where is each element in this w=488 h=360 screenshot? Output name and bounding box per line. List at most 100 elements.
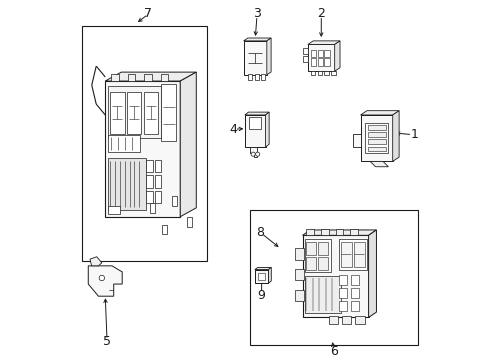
Bar xyxy=(82,26,206,261)
Bar xyxy=(367,139,385,144)
Bar xyxy=(248,117,261,130)
Bar xyxy=(161,84,176,141)
Bar xyxy=(349,229,357,235)
Bar xyxy=(367,147,385,151)
Bar xyxy=(317,71,322,75)
Polygon shape xyxy=(244,112,268,115)
Polygon shape xyxy=(254,267,271,270)
Bar xyxy=(294,269,303,280)
Polygon shape xyxy=(266,38,270,75)
Polygon shape xyxy=(268,267,271,283)
Polygon shape xyxy=(88,266,122,296)
Bar xyxy=(338,275,347,285)
Bar xyxy=(108,206,120,214)
Text: 6: 6 xyxy=(329,345,337,358)
Bar xyxy=(108,86,161,138)
Bar xyxy=(331,71,336,75)
Bar xyxy=(186,217,191,227)
Bar xyxy=(310,58,316,66)
Bar xyxy=(258,273,264,280)
Polygon shape xyxy=(353,134,360,147)
Polygon shape xyxy=(368,230,376,318)
Circle shape xyxy=(255,152,259,156)
Bar xyxy=(303,48,308,54)
Bar xyxy=(338,301,347,311)
Circle shape xyxy=(250,152,255,156)
Bar xyxy=(110,92,124,134)
Text: 9: 9 xyxy=(257,289,265,302)
Bar xyxy=(143,92,158,134)
Polygon shape xyxy=(360,111,398,115)
Bar xyxy=(317,50,323,57)
Bar xyxy=(154,175,161,188)
Circle shape xyxy=(99,275,104,281)
Bar xyxy=(254,74,259,80)
Bar xyxy=(248,74,252,80)
Bar xyxy=(111,74,119,81)
Bar xyxy=(261,74,265,80)
Bar xyxy=(318,242,327,255)
Bar xyxy=(254,270,268,283)
Bar xyxy=(305,257,315,270)
Text: 7: 7 xyxy=(144,7,152,20)
Bar xyxy=(360,115,392,161)
Bar xyxy=(294,289,303,301)
Polygon shape xyxy=(392,111,398,161)
Bar xyxy=(318,257,327,270)
Polygon shape xyxy=(90,257,102,266)
Bar xyxy=(305,242,315,255)
Polygon shape xyxy=(334,41,339,71)
Bar xyxy=(350,275,359,285)
Bar xyxy=(294,248,303,260)
Bar xyxy=(324,50,329,57)
Bar xyxy=(307,44,334,71)
Bar xyxy=(127,74,135,81)
Bar xyxy=(340,242,351,267)
Bar xyxy=(150,203,155,213)
Bar xyxy=(355,316,364,324)
Bar xyxy=(365,123,387,153)
Bar xyxy=(367,132,385,137)
Bar xyxy=(144,74,151,81)
Bar xyxy=(243,41,266,75)
Bar xyxy=(249,210,417,345)
Bar xyxy=(303,56,308,62)
Bar xyxy=(304,239,330,272)
Polygon shape xyxy=(307,41,339,44)
Polygon shape xyxy=(105,72,196,81)
Bar xyxy=(338,288,347,298)
Bar xyxy=(324,71,328,75)
Polygon shape xyxy=(249,147,257,157)
Bar xyxy=(342,316,351,324)
Polygon shape xyxy=(265,112,268,147)
Bar xyxy=(335,229,343,235)
Polygon shape xyxy=(302,230,376,235)
Bar xyxy=(324,58,329,66)
Text: 3: 3 xyxy=(253,7,261,20)
Bar xyxy=(161,74,168,81)
Bar xyxy=(328,316,338,324)
Bar xyxy=(146,175,153,188)
Bar xyxy=(350,301,359,311)
Polygon shape xyxy=(180,72,196,217)
Polygon shape xyxy=(369,161,387,167)
Bar xyxy=(154,160,161,172)
Bar xyxy=(317,58,323,66)
Bar xyxy=(302,235,368,318)
Polygon shape xyxy=(243,38,270,41)
Bar xyxy=(244,115,265,147)
Bar xyxy=(105,81,180,217)
Bar xyxy=(338,239,366,270)
Text: 5: 5 xyxy=(103,335,111,348)
Bar xyxy=(146,160,153,172)
Bar xyxy=(127,92,141,134)
Bar xyxy=(367,125,385,130)
Text: 8: 8 xyxy=(256,226,264,239)
Bar xyxy=(310,50,316,57)
Bar xyxy=(304,276,340,313)
Bar xyxy=(154,191,161,203)
Bar xyxy=(108,158,145,210)
Bar xyxy=(171,196,177,206)
Text: 2: 2 xyxy=(317,7,325,20)
Bar xyxy=(310,71,315,75)
